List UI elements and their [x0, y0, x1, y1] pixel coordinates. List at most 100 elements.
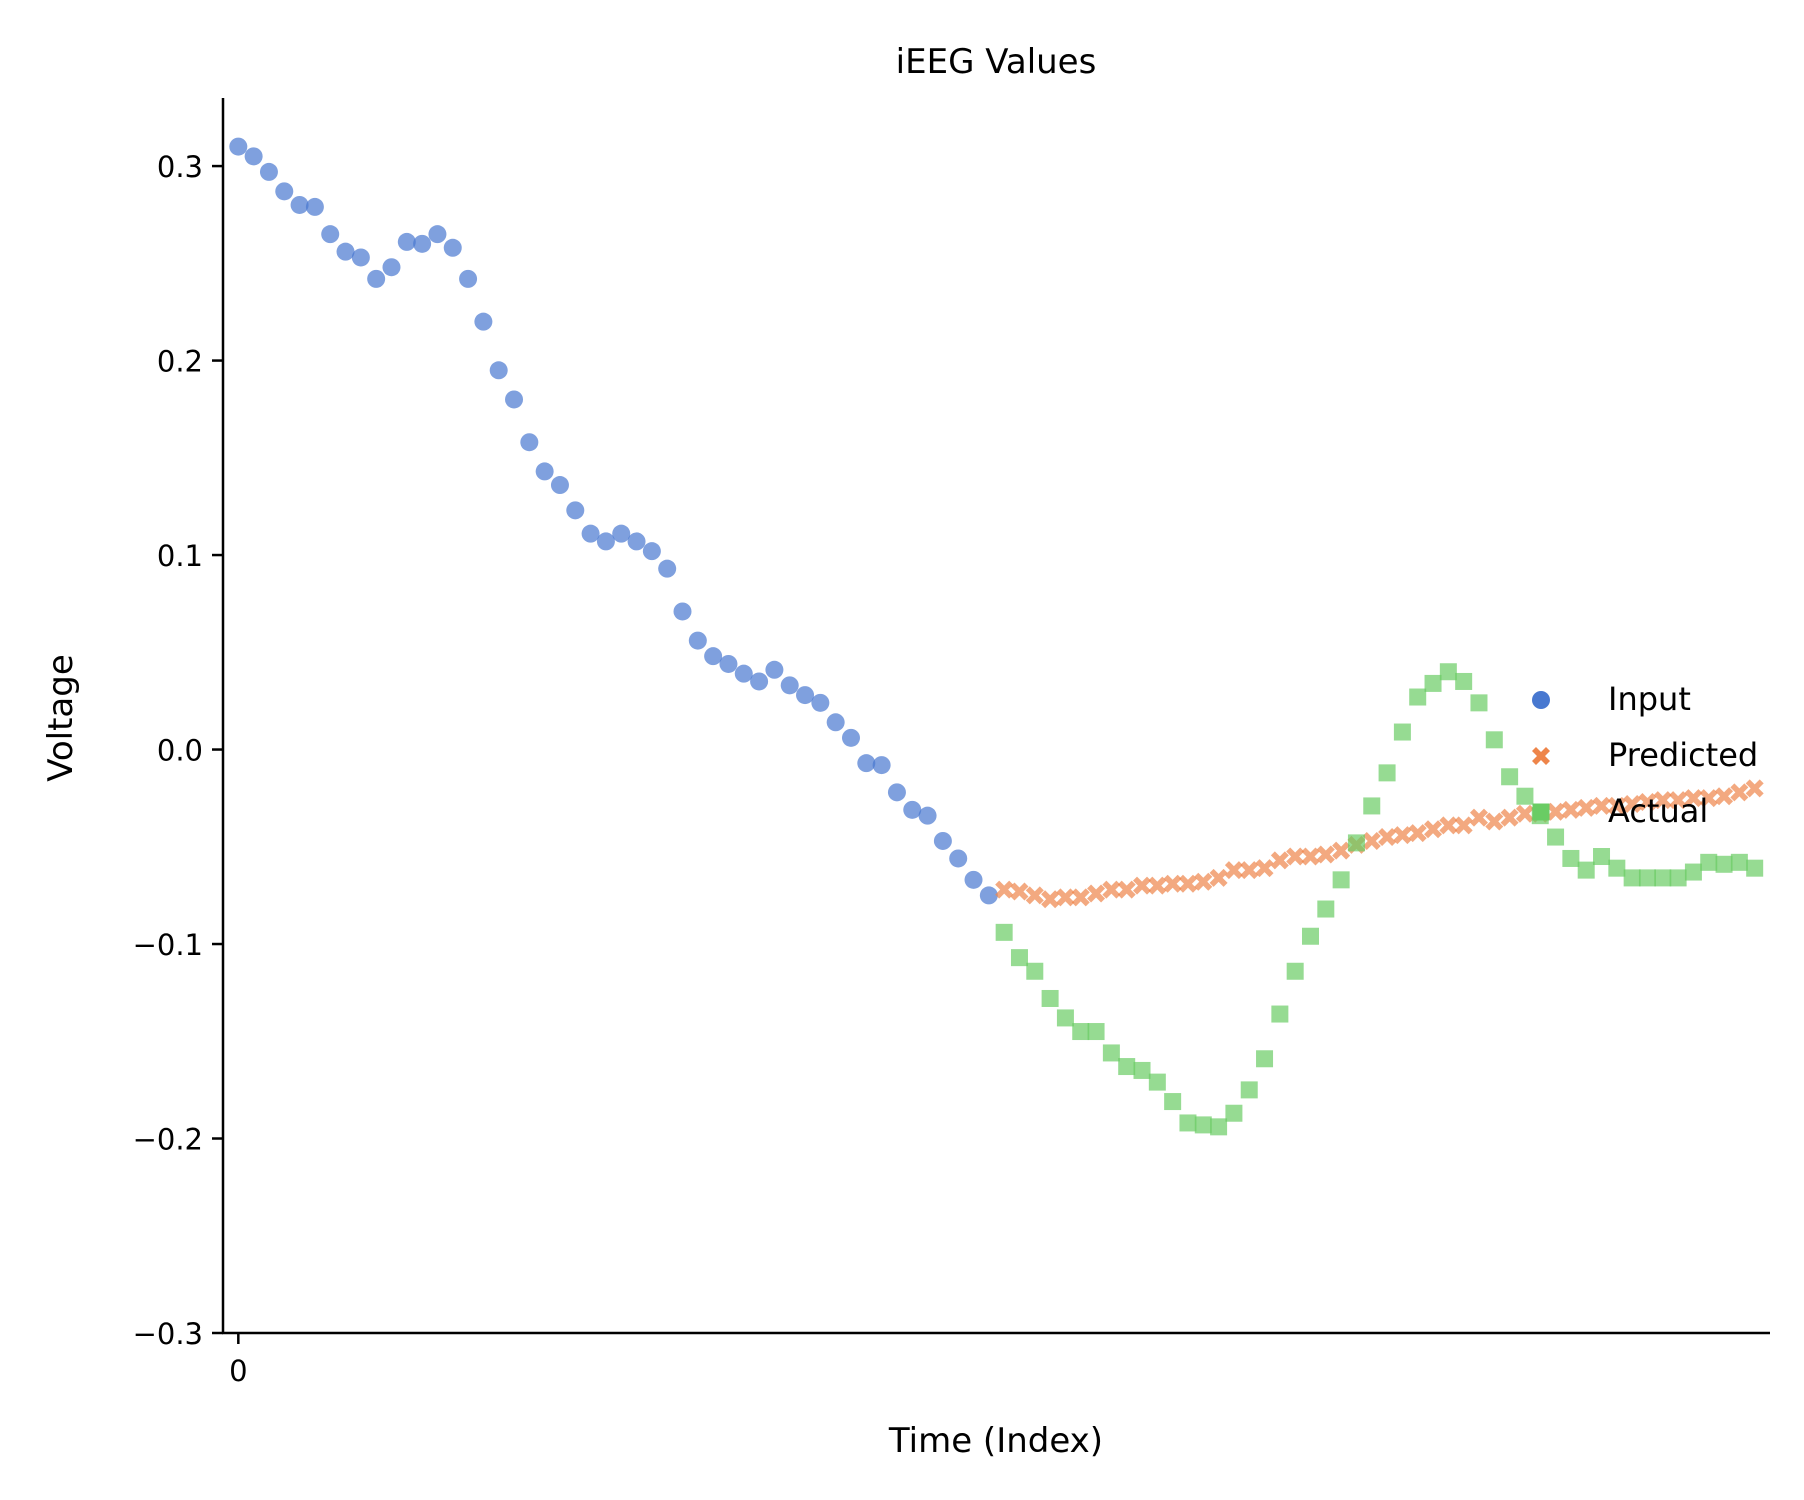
y-tick-label: −0.3 [133, 1317, 203, 1351]
chart-title: iEEG Values [896, 42, 1097, 82]
data-point [612, 524, 631, 543]
data-point [1025, 886, 1044, 905]
data-point [1593, 848, 1611, 866]
data-point [1072, 1023, 1090, 1041]
data-point [1424, 674, 1442, 692]
data-point [596, 532, 615, 551]
data-point [811, 693, 830, 712]
data-point [1684, 863, 1702, 881]
data-point [382, 258, 401, 277]
data-point [1485, 812, 1504, 831]
data-point [719, 654, 738, 673]
data-point [1148, 876, 1167, 895]
data-point [1286, 847, 1305, 866]
data-point [1607, 796, 1626, 815]
data-point [1056, 888, 1075, 907]
data-point [397, 232, 416, 251]
data-point [1623, 794, 1642, 813]
data-point [1102, 1044, 1120, 1062]
data-point [1317, 900, 1335, 918]
data-point [704, 647, 723, 666]
data-point [305, 197, 324, 216]
data-point [1669, 791, 1688, 810]
data-point [1592, 796, 1611, 815]
data-point [1301, 847, 1320, 866]
data-point [1148, 1073, 1166, 1091]
data-point [1102, 880, 1121, 899]
data-point [443, 238, 462, 257]
data-point [275, 182, 294, 201]
data-point [1700, 853, 1718, 871]
data-point [1041, 989, 1059, 1007]
data-point [1638, 869, 1656, 887]
legend-marker-input [1532, 691, 1550, 709]
data-point [1500, 808, 1519, 827]
x-ticks: 0 [229, 1333, 248, 1388]
data-point [1041, 890, 1060, 909]
y-tick-label: 0.0 [157, 734, 203, 768]
y-tick-label: 0.2 [157, 345, 203, 379]
data-point [1623, 869, 1641, 887]
data-point [428, 225, 447, 244]
data-point [841, 728, 860, 747]
y-tick-label: −0.1 [133, 928, 203, 962]
y-ticks: 0.3 0.2 0.1 0.0 −0.1 −0.2 −0.3 [133, 150, 223, 1351]
plot-area [229, 137, 1764, 1136]
data-point [1409, 688, 1427, 706]
data-point [750, 672, 769, 691]
data-point [1730, 853, 1748, 871]
data-point [1071, 888, 1090, 907]
data-point [1194, 1116, 1212, 1134]
data-point [1179, 1114, 1197, 1132]
data-point [1730, 783, 1749, 802]
data-point [658, 559, 677, 578]
data-point [903, 800, 922, 819]
data-point [1301, 927, 1319, 945]
legend-label-predicted: Predicted [1608, 736, 1758, 774]
y-axis-label: Voltage [41, 654, 81, 782]
data-point [1133, 876, 1152, 895]
data-point [259, 162, 278, 181]
data-point [1439, 816, 1458, 835]
data-point [1470, 694, 1488, 712]
data-point [1224, 861, 1243, 880]
data-point [1026, 962, 1044, 980]
data-point [1439, 663, 1457, 681]
data-point [1133, 1061, 1151, 1079]
data-point [1316, 845, 1335, 864]
data-point [642, 542, 661, 561]
data-point [1577, 861, 1595, 879]
data-point [1225, 1104, 1243, 1122]
data-point [1286, 962, 1304, 980]
data-point [1393, 723, 1411, 741]
series-actual [995, 663, 1764, 1136]
data-point [1332, 871, 1350, 889]
data-point [459, 269, 478, 288]
data-point [1240, 1081, 1258, 1099]
data-point [1638, 793, 1657, 812]
data-point [673, 602, 692, 621]
data-point [1745, 779, 1764, 798]
data-point [1455, 672, 1473, 690]
data-point [627, 532, 646, 551]
data-point [1209, 868, 1228, 887]
data-point [765, 660, 784, 679]
data-point [1363, 797, 1381, 815]
data-point [1653, 791, 1672, 810]
data-point [351, 248, 370, 267]
data-point [796, 686, 815, 705]
data-point [1654, 869, 1672, 887]
data-point [995, 923, 1013, 941]
data-point [1408, 824, 1427, 843]
legend-label-input: Input [1608, 680, 1691, 718]
data-point [1194, 872, 1213, 891]
data-point [1255, 859, 1274, 878]
data-point [1056, 1009, 1074, 1027]
data-point [1087, 1023, 1105, 1041]
data-point [872, 756, 891, 775]
data-point [734, 664, 753, 683]
data-point [336, 242, 355, 261]
data-point [1424, 820, 1443, 839]
data-point [1469, 808, 1488, 827]
data-point [1393, 826, 1412, 845]
